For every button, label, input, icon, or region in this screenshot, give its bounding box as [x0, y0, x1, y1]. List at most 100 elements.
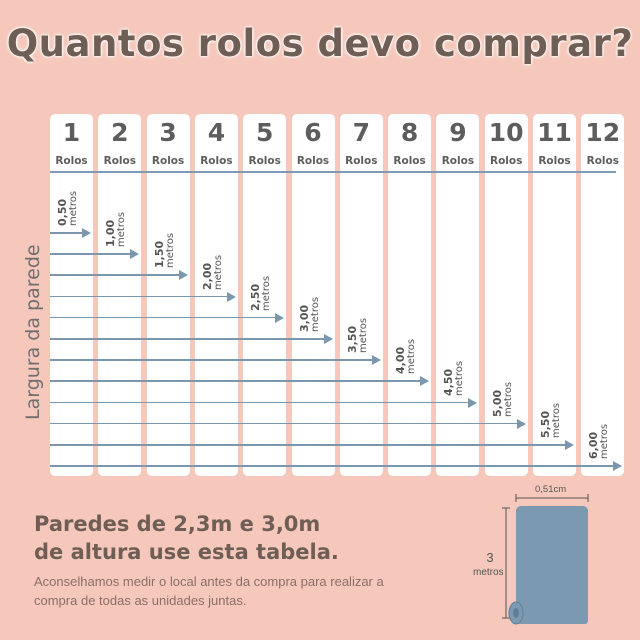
roll-height-unit: metros [473, 567, 504, 578]
measurement-label: 3,50 metros [345, 318, 369, 354]
roll-sheet [516, 506, 588, 608]
sub-heading: Paredes de 2,3m e 3,0m de altura use est… [34, 510, 374, 566]
column-unit-label: Rolos [151, 155, 185, 167]
arrow-head-icon [130, 249, 140, 260]
measurement-value: 2,50 [249, 283, 263, 311]
rolls-column-10 [484, 114, 528, 476]
column-number-1: 1 [62, 118, 81, 147]
width-arrow-line [50, 401, 471, 404]
rolls-column-6 [291, 114, 335, 476]
measurement-unit: metros [454, 360, 466, 396]
measurement-value: 5,50 [539, 410, 552, 438]
rolls-column-2 [98, 114, 142, 476]
measurement-value: 2,00 [200, 262, 214, 290]
width-arrow-line [50, 274, 181, 276]
column-unit-label: Rolos [586, 155, 619, 167]
measurement-unit: metros [68, 190, 79, 226]
measurement-label: 4,00 metros [394, 339, 418, 375]
measurement-unit: metros [599, 424, 611, 460]
measurement-label: 3,00 metros [297, 296, 321, 332]
column-number-3: 3 [159, 118, 177, 147]
width-arrow-line [50, 316, 278, 319]
measurement-unit: metros [164, 233, 176, 269]
width-arrow-line [50, 338, 326, 340]
measurement-unit: metros [502, 381, 514, 417]
column-number-10: 10 [488, 118, 524, 147]
rolls-column-8 [388, 114, 432, 476]
measurement-unit: metros [116, 212, 128, 248]
arrow-head-icon [613, 461, 623, 472]
rolls-column-1 [50, 114, 93, 476]
measurement-unit: metros [309, 296, 321, 332]
column-number-7: 7 [352, 118, 370, 147]
page-title: Quantos rolos devo comprar? [6, 22, 634, 65]
measurement-value: 6,00 [587, 432, 601, 460]
width-arrow-line [50, 422, 519, 425]
width-arrow-line [50, 232, 84, 234]
measurement-label: 0,50 metros [56, 190, 79, 226]
width-arrow-line [50, 444, 567, 446]
column-number-12: 12 [585, 118, 621, 147]
column-unit-label: Rolos [345, 155, 378, 167]
arrow-head-icon [565, 440, 574, 450]
rolls-column-5 [243, 114, 287, 476]
column-unit-label: Rolos [441, 155, 475, 167]
measurement-label: 2,00 metros [200, 254, 224, 290]
rolls-column-11 [533, 114, 576, 476]
measurement-unit: metros [261, 275, 273, 311]
arrow-head-icon [275, 312, 285, 323]
column-number-5: 5 [255, 118, 274, 147]
arrow-head-icon [420, 376, 430, 387]
width-arrow-line [50, 380, 423, 382]
arrow-head-icon [178, 270, 188, 281]
width-arrow-line [50, 359, 374, 361]
measurement-value: 1,50 [152, 241, 166, 269]
column-number-6: 6 [304, 118, 322, 147]
arrow-head-icon [371, 355, 381, 366]
measurement-unit: metros [357, 318, 369, 354]
column-unit-label: Rolos [393, 155, 426, 167]
rolls-column-9 [436, 114, 480, 476]
column-number-2: 2 [111, 118, 129, 147]
measurement-value: 5,00 [490, 389, 504, 417]
column-unit-label: Rolos [296, 155, 330, 167]
arrow-head-icon [516, 418, 526, 429]
arrow-head-icon [323, 334, 333, 344]
width-arrow-line [50, 465, 616, 467]
measurement-value: 4,50 [442, 368, 456, 396]
measurement-label: 4,50 metros [442, 360, 466, 396]
rolls-column-7 [339, 114, 383, 476]
measurement-value: 4,00 [394, 347, 408, 375]
measurement-value: 3,00 [297, 304, 311, 332]
measurement-label: 2,50 metros [249, 275, 273, 311]
advice-note: Aconselhamos medir o local antes da comp… [34, 574, 384, 608]
header-divider [50, 171, 616, 173]
measurement-label: 1,00 metros [104, 212, 128, 248]
roll-height-value: 3 [486, 550, 494, 565]
rolls-column-3 [146, 114, 190, 476]
measurement-value: 1,00 [104, 220, 118, 248]
arrow-head-icon [468, 397, 478, 408]
column-unit-label: Rolos [538, 155, 571, 167]
measurement-unit: metros [212, 254, 224, 290]
axis-label-wall-width: Largura da parede [22, 244, 44, 420]
column-number-9: 9 [449, 118, 467, 147]
sub-heading-line-1: Paredes de 2,3m e 3,0m [34, 512, 321, 536]
arrow-head-icon [226, 291, 236, 302]
column-number-8: 8 [400, 118, 419, 147]
measurement-value: 3,50 [345, 326, 359, 354]
measurement-label: 1,50 metros [152, 233, 176, 269]
column-unit-label: Rolos [490, 155, 523, 167]
column-unit-label: Rolos [55, 155, 88, 167]
rolls-column-12 [581, 114, 625, 476]
measurement-label: 6,00 metros [587, 424, 611, 460]
column-unit-label: Rolos [103, 155, 136, 167]
measurement-label: 5,50 metros [539, 403, 562, 438]
width-arrow-line [50, 295, 229, 298]
width-arrow-line [50, 253, 133, 255]
column-number-11: 11 [537, 118, 572, 147]
measurement-label: 5,00 metros [490, 381, 514, 417]
measurement-value: 0,50 [56, 198, 69, 226]
arrow-head-icon [82, 228, 91, 238]
measurement-unit: metros [406, 339, 418, 375]
